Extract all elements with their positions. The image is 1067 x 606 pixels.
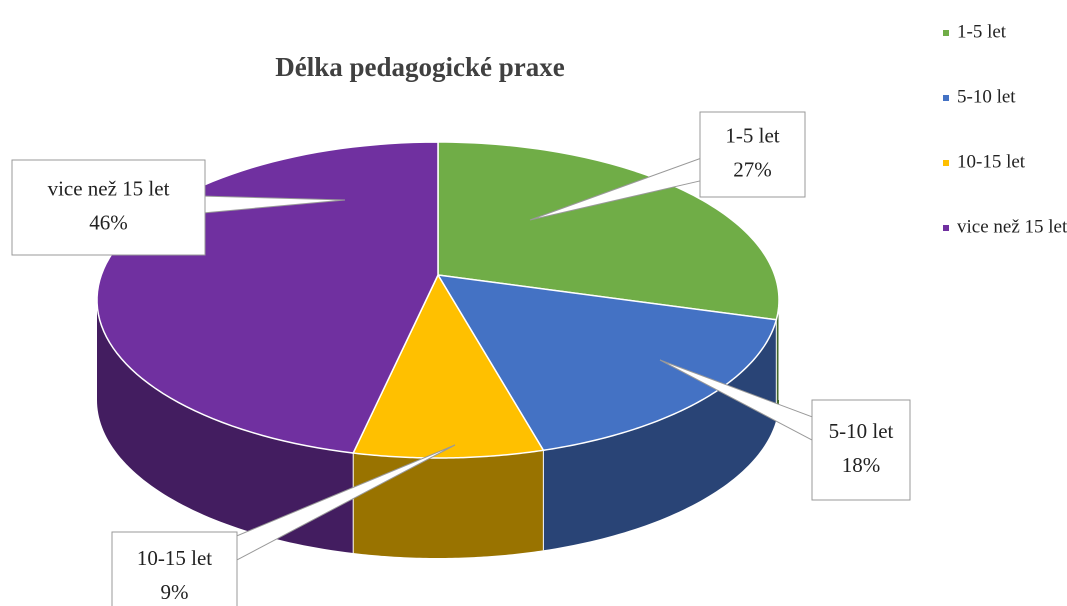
legend-swatch [943,30,949,36]
data-label-value: 46% [89,210,128,234]
legend-swatch [943,160,949,166]
data-label-name: 5-10 let [829,419,894,443]
legend-label: 5-10 let [957,86,1016,107]
data-label-value: 9% [161,580,189,604]
pie-slice [436,274,778,452]
callout-box [811,399,911,501]
legend-label: vice než 15 let [957,216,1067,237]
data-label-value: 18% [842,453,881,477]
legend-label: 1-5 let [957,21,1007,42]
data-label-name: vice než 15 let [48,176,170,200]
legend-label: 10-15 let [957,151,1026,172]
callout-box [699,111,806,198]
chart-title: Délka pedagogické praxe [275,52,565,82]
legend-swatch [943,225,949,231]
pie-side [543,319,777,551]
legend-swatch [943,95,949,101]
data-label-name: 1-5 let [725,123,779,147]
pie-slice [352,273,545,459]
data-label-name: 10-15 let [137,546,212,570]
callout-box [111,531,238,606]
pie-slice [437,141,780,321]
callout-box [11,159,206,256]
pie-side [776,300,779,420]
pie-side [97,300,354,554]
data-label-value: 27% [733,157,772,181]
pie-side [353,450,544,558]
